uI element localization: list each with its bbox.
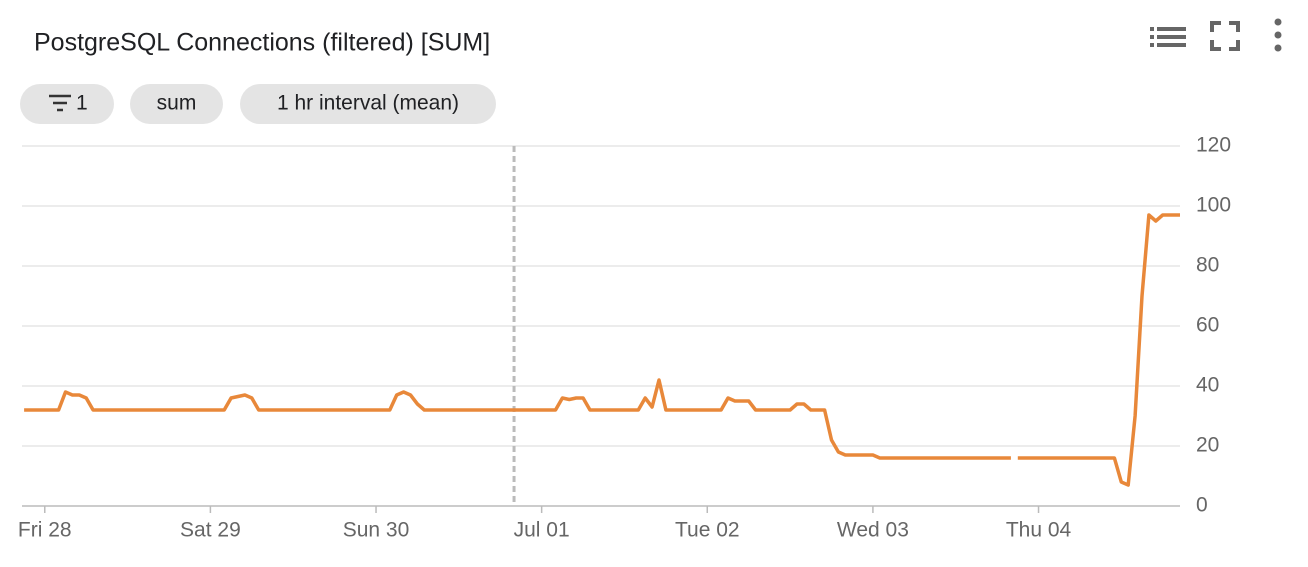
- x-tick-label: Jul 01: [514, 519, 570, 542]
- series-line: [24, 213, 1180, 487]
- chip-label: 1: [76, 92, 88, 115]
- chip-label: sum: [157, 92, 197, 115]
- x-tick-label: Fri 28: [18, 519, 72, 542]
- x-tick-label: Wed 03: [837, 519, 909, 542]
- y-tick-label: 80: [1196, 254, 1219, 277]
- fullscreen-icon[interactable]: [1210, 21, 1240, 51]
- aggregation-chip[interactable]: [130, 84, 223, 124]
- x-tick-label: Thu 04: [1006, 519, 1072, 542]
- x-tick-label: Sat 29: [180, 519, 241, 542]
- y-tick-label: 40: [1196, 374, 1219, 397]
- y-tick-label: 0: [1196, 494, 1208, 517]
- y-tick-label: 20: [1196, 434, 1219, 457]
- chip-label: 1 hr interval (mean): [277, 92, 459, 115]
- filter-icon: [49, 94, 71, 112]
- more-icon[interactable]: [1274, 18, 1282, 52]
- chart-title: PostgreSQL Connections (filtered) [SUM]: [34, 29, 490, 57]
- list-icon[interactable]: [1150, 27, 1186, 47]
- y-tick-label: 100: [1196, 194, 1231, 217]
- x-tick-label: Sun 30: [343, 519, 410, 542]
- interval-chip[interactable]: [240, 84, 496, 124]
- y-tick-label: 60: [1196, 314, 1219, 337]
- x-tick-label: Tue 02: [675, 519, 740, 542]
- y-tick-label: 120: [1196, 134, 1231, 157]
